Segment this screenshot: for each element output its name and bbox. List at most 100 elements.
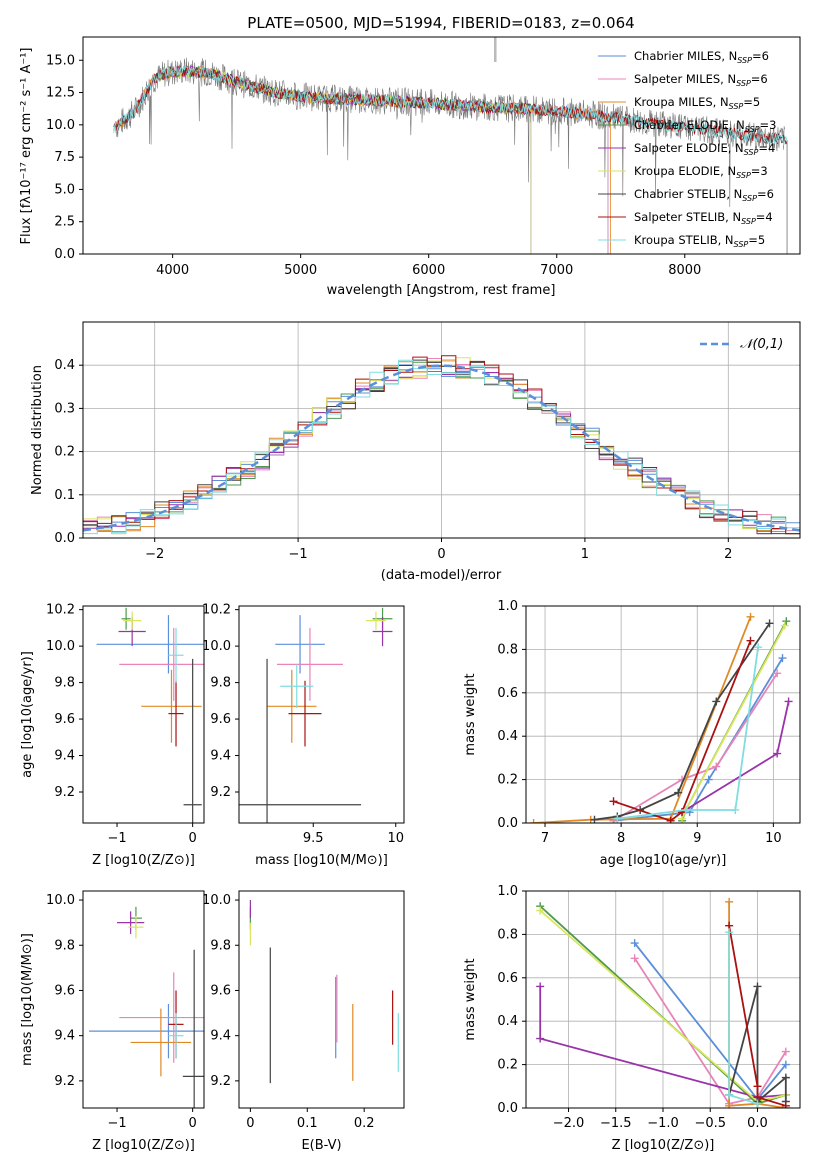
massweight_vs_Z-marker-salpeter_elodie [536, 1034, 545, 1043]
legend-label-chabrier_stelib: Chabrier STELIB, NSSP=6 [634, 187, 774, 203]
massweight_vs_age-line-chabrier_miles [613, 657, 784, 822]
residual-hist-kroupa_stelib [83, 359, 800, 535]
spectrum-ytick-label: 15.0 [46, 53, 75, 68]
massweight_vs_age-marker-chabrier_stelib [590, 815, 599, 823]
massweight_vs_Z-marker-chabrier_stelib [753, 982, 762, 991]
massweight_vs_age-line-salpeter_stelib [613, 640, 752, 822]
massweight_vs_Z-marker-salpeter_stelib [753, 1082, 762, 1091]
legend-label-chabrier_elodie: Chabrier ELODIE, NSSP=3 [634, 118, 776, 134]
mass_vs_Z-xlabel: Z [log10(Z/Z⊙)] [92, 1138, 195, 1153]
residual-panel: −2 −1 0 1 2 0.0 0.1 0.2 0.3 0.4 (data-model)/erro… [30, 321, 801, 583]
massweight_vs_Z-xlabel: Z [log10(Z/Z⊙)] [612, 1138, 715, 1153]
spectrum-ytick-label: 7.5 [54, 150, 75, 165]
massweight_vs_Z-marker-salpeter_elodie [536, 982, 545, 991]
age_vs_mass-ytick-label: 9.2 [210, 785, 231, 800]
mass_vs_EBV-xtick-label: 0 [246, 1116, 254, 1131]
mass_vs_EBV-ytick-label: 9.4 [210, 1029, 231, 1044]
residual-ytick-label: 0.2 [54, 445, 75, 460]
massweight_vs_age-marker-salpeter_stelib [609, 797, 618, 806]
massweight_vs_age-xtick-label: 10 [765, 831, 782, 846]
model-spectrum-kroupa_elodie [159, 65, 531, 115]
age_vs_mass-ytick-label: 10.0 [202, 639, 231, 654]
massweight_vs_age-marker-salpeter_stelib [746, 636, 755, 645]
residual-xtick-label: 0 [437, 547, 445, 562]
age_vs_Z-xlabel: Z [log10(Z/Z⊙)] [92, 853, 195, 868]
massweight_vs_Z-line-salpeter_miles [633, 957, 787, 1105]
age_vs_mass-frame [238, 605, 405, 824]
massweight_vs_age-ytick-label: 0.4 [497, 729, 518, 744]
model-spectrum-kroupa_stelib [113, 64, 788, 146]
massweight_vs_age-marker-kroupa_miles [746, 612, 755, 621]
massweight_vs_age-marker-salpeter_miles [712, 762, 721, 771]
spectrum-xtick-label: 7000 [540, 263, 573, 278]
age_vs_mass-ytick-label: 9.4 [210, 749, 231, 764]
mass_vs_EBV-frame [238, 890, 405, 1109]
massweight_vs_age-line-kroupa_miles [533, 616, 752, 823]
residual-xlabel: (data-model)/error [381, 568, 502, 583]
massweight_vs_age-ytick-label: 0.0 [497, 816, 518, 831]
massweight_vs_Z-xtick-label: 0.0 [747, 1116, 768, 1131]
age_vs_Z-ylabel: age [log10(age/yr)] [20, 651, 35, 778]
massweight_vs_age-ytick-label: 1.0 [497, 599, 518, 614]
mass_vs_EBV-ytick-label: 9.2 [210, 1074, 231, 1089]
massweight_vs_age-xtick-label: 9 [693, 831, 701, 846]
massweight_vs_Z-xtick-label: −1.0 [647, 1116, 679, 1131]
massweight_vs_Z-marker-kroupa_miles [725, 897, 734, 906]
massweight_vs_Z-marker-salpeter_stelib [781, 1101, 790, 1108]
massweight_vs_Z-ytick-label: 0.8 [497, 927, 518, 942]
massweight_vs_Z-marker-kroupa_miles [725, 1101, 734, 1108]
massweight_vs_age-marker-chabrier_stelib [765, 619, 774, 628]
massweight_vs_age-marker-kroupa_stelib [613, 814, 622, 823]
massweight_vs_age-ytick-label: 0.6 [497, 686, 518, 701]
age_vs_Z-ytick-label: 9.4 [54, 749, 75, 764]
residual-xtick-label: −1 [289, 547, 308, 562]
spectrum-legend: Chabrier MILES, NSSP=6 Salpeter MILES, NS… [598, 49, 776, 249]
legend-label-salpeter_miles: Salpeter MILES, NSSP=6 [634, 72, 768, 88]
mass_vs_Z-ytick-label: 9.2 [54, 1074, 75, 1089]
massweight_vs_Z-ytick-label: 0.4 [497, 1014, 518, 1029]
spectrum-xtick-label: 6000 [412, 263, 445, 278]
massweight_vs_Z-ytick-label: 1.0 [497, 884, 518, 899]
massweight_vs_Z-marker-salpeter_miles [781, 1047, 790, 1056]
massweight_vs_age-marker-chabrier_miles [778, 654, 787, 663]
massweight_vs_Z-ytick-label: 0.6 [497, 971, 518, 986]
legend-label-salpeter_stelib: Salpeter STELIB, NSSP=4 [634, 210, 773, 226]
massweight_vs_Z-marker-salpeter_miles [630, 954, 639, 963]
residual-legend: 𝒩(0,1) [700, 337, 783, 352]
mass_vs_EBV-xlabel: E(B-V) [301, 1138, 341, 1153]
massweight_vs_Z-xtick-label: −2.0 [553, 1116, 585, 1131]
massweight_vs_Z-ylabel: mass weight [463, 958, 478, 1040]
massweight_vs_age-ytick-label: 0.2 [497, 773, 518, 788]
massweight_vs_Z-ytick-label: 0.0 [497, 1101, 518, 1116]
age_vs_mass-ytick-label: 9.8 [210, 676, 231, 691]
spectrum-title: PLATE=0500, MJD=51994, FIBERID=0183, z=0… [247, 14, 634, 32]
spectrum-xlabel: wavelength [Angstrom, rest frame] [327, 283, 556, 298]
massweight_vs_Z-marker-kroupa_stelib [725, 928, 734, 937]
massweight_vs_age-marker-kroupa_stelib [754, 643, 763, 652]
legend-label-salpeter_elodie: Salpeter ELODIE, NSSP=4 [634, 141, 775, 157]
age-vs-metallicity-panel: −1 0 9.2 9.4 9.6 9.8 10.0 10.2 Z [log10(Z/Z⊙)] ag… [20, 603, 205, 868]
spectrum-xtick-label: 4000 [156, 263, 189, 278]
mass-vs-metallicity-panel: −1 0 9.2 9.4 9.6 9.8 10.0 Z [log10(Z/Z⊙)] mass [… [20, 890, 205, 1153]
massweight_vs_age-marker-kroupa_stelib [681, 805, 690, 814]
massweight_vs_age-line-kroupa_stelib [617, 647, 759, 820]
massweight_vs_Z-marker-kroupa_stelib [753, 1099, 762, 1108]
massweight_vs_age-marker-salpeter_elodie [784, 697, 793, 706]
age_vs_Z-ytick-label: 10.2 [46, 603, 75, 618]
age_vs_Z-ytick-label: 9.6 [54, 712, 75, 727]
massweight_vs_Z-line-salpeter_stelib [728, 925, 787, 1107]
massweight_vs_age-marker-kroupa_miles [529, 819, 538, 823]
age_vs_Z-xtick-label: 0 [189, 831, 197, 846]
spectrum-ytick-label: 12.5 [46, 86, 75, 101]
mass_vs_Z-frame [82, 890, 205, 1109]
massweight_vs_age-ylabel: mass weight [463, 673, 478, 755]
massweight_vs_age-xlabel: age [log10(age/yr)] [600, 853, 727, 868]
residual-xtick-label: −2 [145, 547, 164, 562]
massweight_vs_Z-marker-chabrier_stelib [781, 1073, 790, 1082]
age_vs_mass-ytick-label: 9.6 [210, 712, 231, 727]
massweight_vs_age-frame [525, 605, 801, 824]
mass_vs_Z-ytick-label: 9.6 [54, 983, 75, 998]
mass_vs_Z-xtick-label: 0 [189, 1116, 197, 1131]
age-vs-mass-panel: 9.5 10 9.2 9.4 9.6 9.8 10.0 10.2 mass [log10(M/M… [202, 603, 405, 868]
mass-weight-vs-metallicity-panel: −2.0 −1.5 −1.0 −0.5 0.0 0.0 0.2 0.4 0.6 0.8 1.0 Z [… [463, 884, 801, 1153]
